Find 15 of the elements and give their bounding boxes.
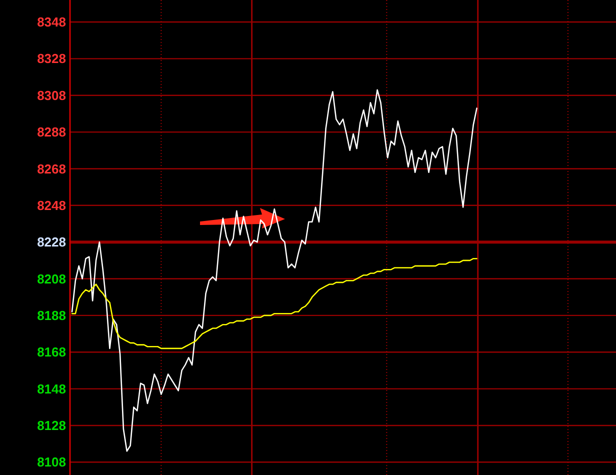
y-tick-label: 8308 [37, 88, 66, 103]
line-series [71, 258, 478, 350]
y-tick-label: 8208 [37, 271, 66, 286]
y-tick-label: 8348 [37, 14, 66, 30]
y-tick-label: 8248 [37, 198, 66, 213]
y-tick-label: 8228 [37, 234, 66, 250]
y-tick-label: 8328 [37, 51, 66, 66]
line-series [71, 89, 478, 452]
y-tick-label: 8168 [37, 344, 66, 360]
y-tick-label: 8148 [37, 381, 66, 396]
y-tick-label: 8108 [37, 454, 66, 470]
y-tick-label: 8188 [37, 308, 66, 323]
y-tick-label: 8288 [37, 124, 66, 140]
y-tick-label: 8268 [37, 161, 66, 176]
y-tick-label: 8128 [37, 418, 66, 434]
